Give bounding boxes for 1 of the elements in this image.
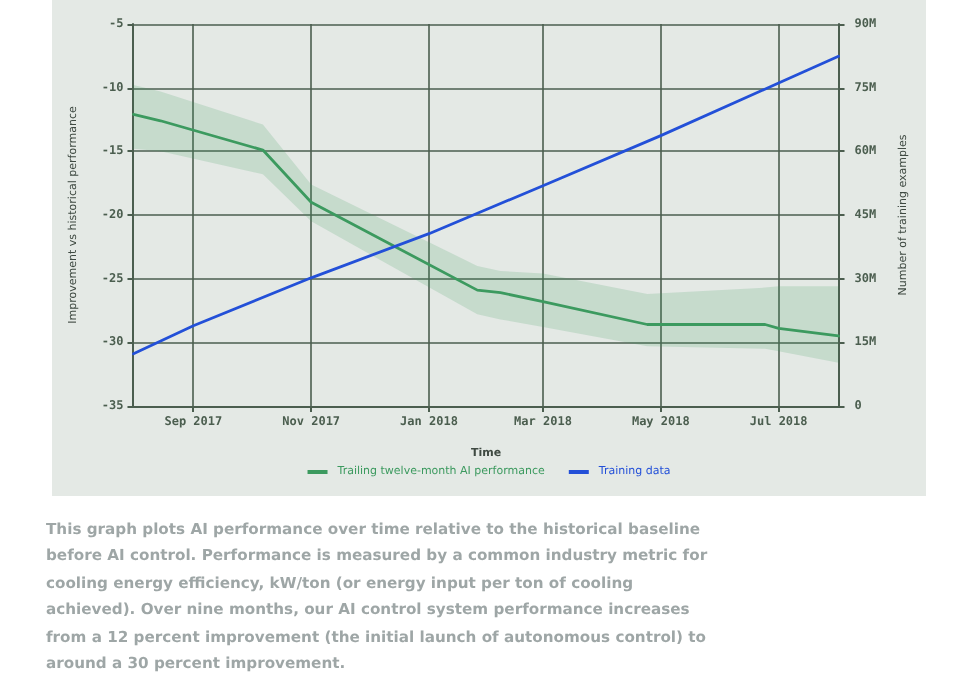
line-series [132,113,840,338]
